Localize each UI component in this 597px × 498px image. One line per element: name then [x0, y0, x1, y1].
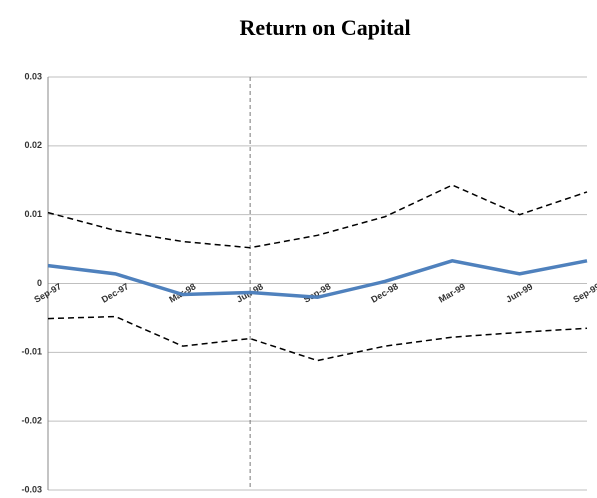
series-line: [47, 184, 588, 249]
x-tick-label: Mar-99: [437, 281, 467, 304]
y-tick-label: 0.03: [24, 71, 42, 81]
chart-title: Return on Capital: [239, 15, 410, 40]
x-tick-label: Dec-97: [100, 281, 131, 304]
y-tick-label: -0.03: [21, 484, 42, 494]
x-tick-label: Jun-99: [504, 281, 534, 304]
x-tick-label: Sep-99: [571, 281, 597, 304]
x-tick-label: Sep-98: [302, 281, 333, 304]
series-line: [47, 315, 588, 362]
y-tick-label: -0.02: [21, 416, 42, 426]
y-tick-label: -0.01: [21, 347, 42, 357]
y-tick-label: 0.01: [24, 209, 42, 219]
y-tick-label: 0: [37, 278, 42, 288]
series-line: [47, 258, 588, 300]
y-tick-label: 0.02: [24, 140, 42, 150]
